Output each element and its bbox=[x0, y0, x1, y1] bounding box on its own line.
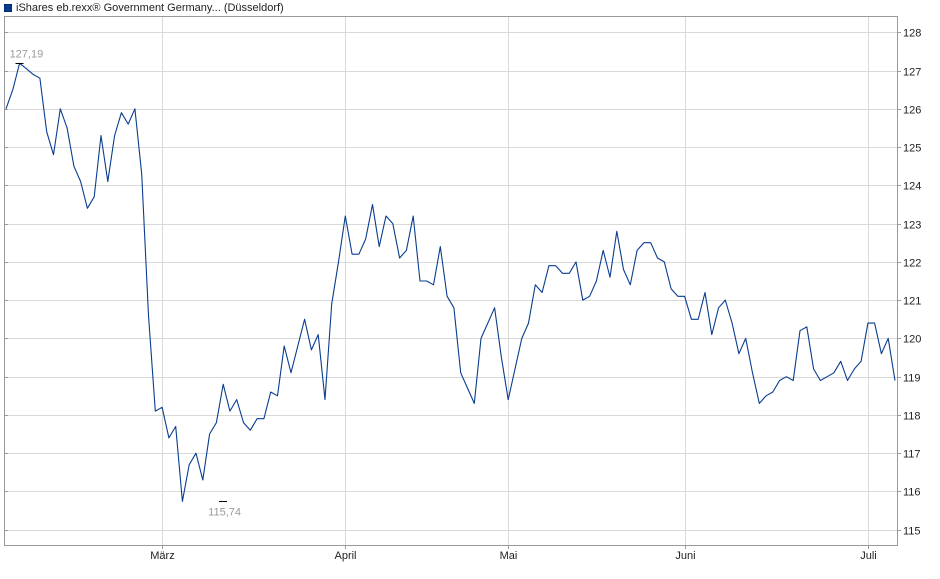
x-tick-label: März bbox=[150, 550, 174, 562]
plot-frame bbox=[4, 16, 898, 546]
max-label: 127,19 bbox=[10, 48, 44, 60]
chart-legend: iShares eb.rexx® Government Germany... (… bbox=[4, 0, 284, 16]
y-tick-label: 124 bbox=[903, 181, 921, 193]
y-axis-labels: 115 116 117 118 119 120 121 122 123 124 125 126 127 1… bbox=[903, 28, 921, 538]
y-tick-label: 126 bbox=[903, 105, 921, 117]
y-tick-label: 127 bbox=[903, 67, 921, 79]
x-tick-label: April bbox=[334, 550, 356, 562]
y-tick-label: 128 bbox=[903, 28, 921, 40]
y-tick-label: 119 bbox=[903, 373, 921, 385]
x-tick-label: Mai bbox=[500, 550, 518, 562]
y-tick-label: 122 bbox=[903, 258, 921, 270]
x-tick-label: Juli bbox=[860, 550, 877, 562]
annotations: 127,19 115,74 bbox=[10, 48, 241, 518]
legend-swatch bbox=[4, 4, 12, 12]
y-tick-label: 118 bbox=[903, 411, 921, 423]
y-tick-label: 115 bbox=[903, 526, 921, 538]
y-tick-label: 125 bbox=[903, 143, 921, 155]
y-tick-label: 117 bbox=[903, 449, 921, 461]
x-tick-label: Juni bbox=[675, 550, 695, 562]
x-axis-labels: MärzAprilMaiJuniJuliAug. bbox=[150, 550, 877, 562]
series-line bbox=[5, 62, 896, 502]
y-tick-label: 116 bbox=[903, 487, 921, 499]
min-label: 115,74 bbox=[208, 506, 241, 518]
grid bbox=[5, 17, 901, 549]
y-tick-label: 123 bbox=[903, 220, 921, 232]
y-tick-label: 120 bbox=[903, 334, 921, 346]
y-tick-label: 121 bbox=[903, 296, 921, 308]
legend-label: iShares eb.rexx® Government Germany... (… bbox=[16, 2, 284, 14]
